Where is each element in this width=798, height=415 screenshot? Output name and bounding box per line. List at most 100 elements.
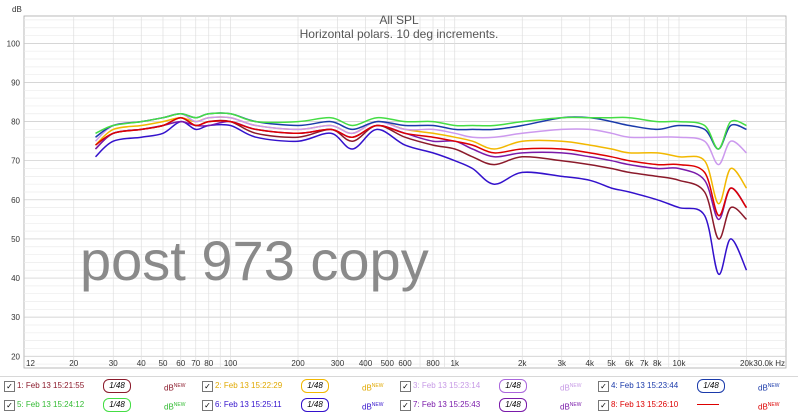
- series-line-3: [94, 112, 748, 166]
- db-new-superscript: NEW: [569, 402, 582, 408]
- y-tick-label: 20: [11, 352, 20, 361]
- chart-subtitle: Horizontal polars. 10 deg increments.: [300, 27, 499, 41]
- y-tick-label: 100: [7, 39, 21, 48]
- legend-item: ✓ 4: Feb 13 15:23:44 1/48 dBNEW: [594, 377, 794, 396]
- series-line-5: [95, 112, 747, 150]
- legend-checkbox[interactable]: ✓: [202, 381, 213, 392]
- db-new-superscript: NEW: [767, 383, 780, 389]
- x-tick-label: 800: [426, 359, 440, 368]
- legend-label[interactable]: 5: Feb 13 15:24:12: [17, 400, 85, 409]
- smoothing-button[interactable]: 1/48: [499, 398, 527, 412]
- db-text: dB: [758, 402, 768, 412]
- legend-item: ✓ 1: Feb 13 15:21:55 1/48 dBNEW: [0, 377, 200, 396]
- legend-row: ✓ 5: Feb 13 15:24:12 1/48 dBNEW ✓ 6: Feb 13 1…: [0, 396, 798, 415]
- x-tick-label: 20: [69, 359, 78, 368]
- legend-line-swatch: [697, 404, 719, 405]
- x-tick-label: 5k: [607, 359, 616, 368]
- x-tick-label: 50: [159, 359, 168, 368]
- x-tick-label: 3k: [558, 359, 567, 368]
- db-offset-button[interactable]: dBNEW: [560, 381, 581, 394]
- y-tick-label: 90: [11, 78, 20, 87]
- x-tick-label: 60: [176, 359, 185, 368]
- x-tick-label: 8k: [653, 359, 662, 368]
- db-text: dB: [164, 402, 174, 412]
- x-tick-label: 10k: [673, 359, 687, 368]
- legend-label[interactable]: 4: Feb 13 15:23:44: [611, 381, 679, 390]
- legend-label[interactable]: 8: Feb 13 15:26:10: [611, 400, 679, 409]
- db-text: dB: [362, 383, 372, 393]
- db-new-superscript: NEW: [767, 402, 780, 408]
- x-tick-label: 400: [359, 359, 373, 368]
- legend-row: ✓ 1: Feb 13 15:21:55 1/48 dBNEW ✓ 2: Feb 13 1…: [0, 377, 798, 396]
- x-tick-label: 1k: [451, 359, 460, 368]
- db-offset-button[interactable]: dBNEW: [362, 400, 383, 413]
- legend-item: ✓ 3: Feb 13 15:23:14 1/48 dBNEW: [396, 377, 596, 396]
- x-tick-label: 2k: [518, 359, 527, 368]
- x-tick-label: 40: [137, 359, 146, 368]
- y-tick-label: 70: [11, 157, 20, 166]
- db-offset-button[interactable]: dBNEW: [560, 400, 581, 413]
- legend-label[interactable]: 1: Feb 13 15:21:55: [17, 381, 85, 390]
- db-text: dB: [758, 383, 768, 393]
- smoothing-button[interactable]: 1/48: [301, 379, 329, 393]
- chart-title: All SPL: [379, 13, 419, 27]
- db-new-superscript: NEW: [569, 383, 582, 389]
- x-tick-label: 600: [398, 359, 412, 368]
- x-tick-label: 7k: [640, 359, 649, 368]
- y-tick-label: 50: [11, 235, 20, 244]
- legend-item: ✓ 6: Feb 13 15:25:11 1/48 dBNEW: [198, 396, 398, 415]
- db-offset-button[interactable]: dBNEW: [758, 381, 779, 394]
- watermark-annotation: post 973 copy: [80, 229, 429, 292]
- legend-checkbox[interactable]: ✓: [202, 400, 213, 411]
- db-text: dB: [164, 383, 174, 393]
- db-offset-button[interactable]: dBNEW: [164, 381, 185, 394]
- db-offset-button[interactable]: dBNEW: [164, 400, 185, 413]
- x-tick-label: 300: [331, 359, 345, 368]
- series-lines: [94, 112, 748, 275]
- series-line-8: [95, 116, 748, 217]
- x-tick-labels: 12 20 30 40 50 60 70 80 100 200 300 400 500 600 800 1k 2…: [26, 359, 785, 368]
- db-offset-button[interactable]: dBNEW: [758, 400, 779, 413]
- db-new-superscript: NEW: [173, 383, 186, 389]
- db-text: dB: [560, 383, 570, 393]
- y-axis-unit: dB: [12, 5, 22, 14]
- legend-checkbox[interactable]: ✓: [4, 400, 15, 411]
- db-text: dB: [362, 402, 372, 412]
- smoothing-button[interactable]: 1/48: [697, 379, 725, 393]
- x-tick-label: 100: [224, 359, 238, 368]
- db-offset-button[interactable]: dBNEW: [362, 381, 383, 394]
- smoothing-button[interactable]: 1/48: [103, 398, 131, 412]
- x-tick-label: 6k: [625, 359, 634, 368]
- y-tick-labels: 20 30 40 50 60 70 80 90 100: [7, 39, 21, 361]
- smoothing-button[interactable]: 1/48: [301, 398, 329, 412]
- legend-checkbox[interactable]: ✓: [4, 381, 15, 392]
- legend-checkbox[interactable]: ✓: [400, 381, 411, 392]
- legend-label[interactable]: 7: Feb 13 15:25:43: [413, 400, 481, 409]
- x-tick-label: 4k: [586, 359, 595, 368]
- db-new-superscript: NEW: [371, 402, 384, 408]
- x-tick-label: 70: [191, 359, 200, 368]
- x-tick-label: 20k: [740, 359, 754, 368]
- x-tick-label: 500: [381, 359, 395, 368]
- db-text: dB: [560, 402, 570, 412]
- smoothing-button[interactable]: 1/48: [499, 379, 527, 393]
- legend-label[interactable]: 6: Feb 13 15:25:11: [215, 400, 282, 409]
- legend-label[interactable]: 3: Feb 13 15:23:14: [413, 381, 481, 390]
- legend-checkbox[interactable]: ✓: [400, 400, 411, 411]
- grid: [24, 16, 786, 368]
- legend-checkbox[interactable]: ✓: [598, 381, 609, 392]
- legend: ✓ 1: Feb 13 15:21:55 1/48 dBNEW ✓ 2: Feb 13 1…: [0, 376, 798, 415]
- x-tick-label: 12: [26, 359, 35, 368]
- series-line-2: [94, 116, 748, 205]
- legend-item: ✓ 7: Feb 13 15:25:43 1/48 dBNEW: [396, 396, 596, 415]
- x-tick-label: 30.0k Hz: [753, 359, 785, 368]
- legend-label[interactable]: 2: Feb 13 15:22:29: [215, 381, 283, 390]
- db-new-superscript: NEW: [371, 383, 384, 389]
- y-tick-label: 60: [11, 196, 20, 205]
- legend-item: ✓ 2: Feb 13 15:22:29 1/48 dBNEW: [198, 377, 398, 396]
- smoothing-button[interactable]: 1/48: [103, 379, 131, 393]
- y-tick-label: 40: [11, 274, 20, 283]
- db-new-superscript: NEW: [173, 402, 186, 408]
- legend-checkbox[interactable]: ✓: [598, 400, 609, 411]
